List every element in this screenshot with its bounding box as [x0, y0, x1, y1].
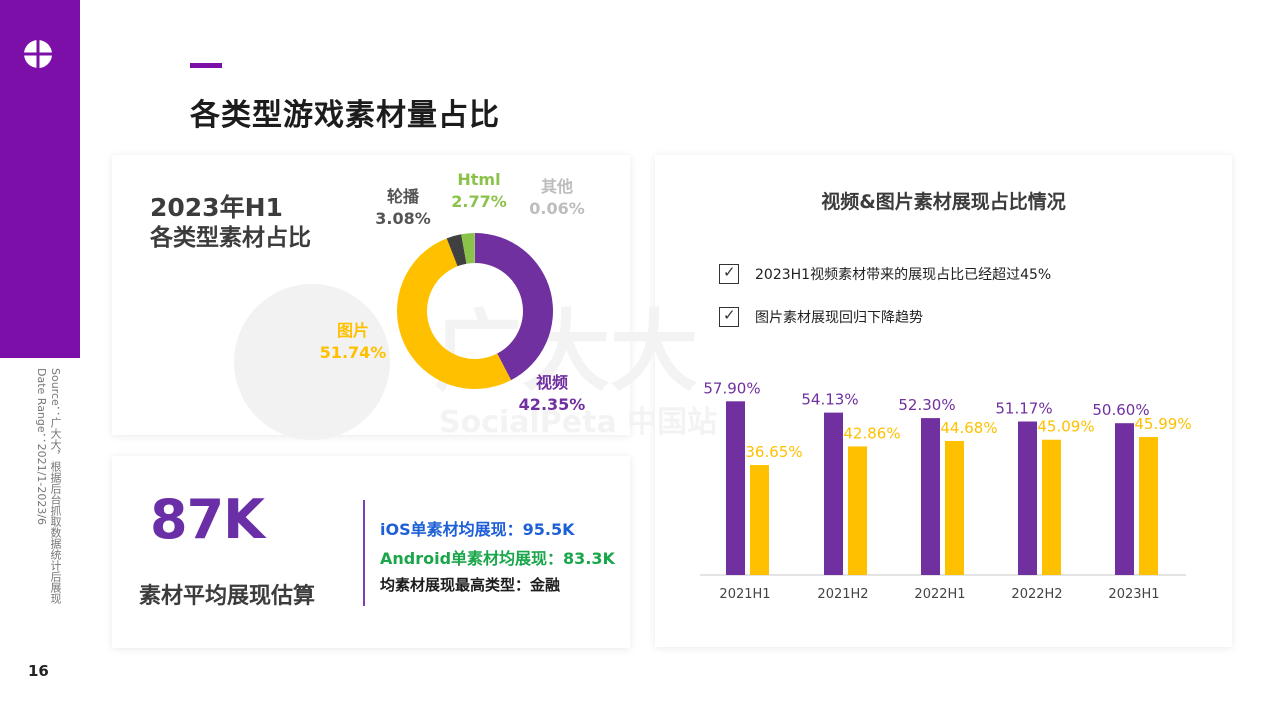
bar-value-label: 57.90%: [703, 379, 760, 397]
donut-heading-line2: 各类型素材占比: [150, 225, 311, 251]
bullet-row-2: ✓ 图片素材展现回归下降趋势: [719, 306, 923, 328]
bullet-text-2: 图片素材展现回归下降趋势: [755, 310, 923, 326]
x-tick-label: 2021H1: [719, 587, 770, 602]
kpi-divider: [363, 500, 365, 606]
bar-value-label: 45.09%: [1037, 418, 1094, 436]
donut-label-value: 3.08%: [375, 209, 431, 228]
checkbox-icon: ✓: [719, 306, 739, 327]
donut-label-name: 轮播: [386, 187, 419, 206]
bar-video-2022H2: [1018, 421, 1037, 575]
bullet-row-1: ✓ 2023H1视频素材带来的展现占比已经超过45%: [719, 263, 1051, 285]
bar-video-2023H1: [1115, 423, 1134, 575]
donut-label-name: 图片: [336, 321, 369, 340]
x-tick-label: 2021H2: [817, 587, 868, 602]
donut-slice-2: [446, 234, 467, 267]
bar-image-2022H1: [945, 440, 964, 575]
bar-image-2021H1: [750, 465, 769, 575]
bar-video-2021H2: [824, 412, 843, 575]
page-title: 各类型游戏素材量占比: [190, 98, 500, 133]
bar-value-label: 45.99%: [1134, 415, 1191, 433]
donut-label-value: 0.06%: [529, 199, 585, 218]
donut-slice-3: [461, 233, 475, 264]
donut-label-name: Html: [457, 170, 501, 189]
donut-label-value: 2.77%: [451, 192, 507, 211]
x-tick-label: 2023H1: [1108, 587, 1159, 602]
kpi-caption: 素材平均展现估算: [139, 584, 316, 609]
bar-image-2023H1: [1139, 437, 1158, 575]
donut-slice-0: [475, 233, 553, 381]
bar-video-2021H1: [726, 401, 745, 575]
bar-value-label: 42.86%: [843, 424, 900, 442]
donut-label-video: 视频 42.35%: [514, 372, 590, 416]
brand-logo-icon: [24, 40, 52, 68]
source-note: Source：广大大，根据后台抓取数据统计后展现 Date Range：2021…: [35, 368, 62, 604]
title-accent-bar: [190, 63, 222, 68]
donut-chart: [397, 233, 553, 389]
bar-chart-title: 视频&图片素材展现占比情况: [821, 191, 1066, 213]
bar-value-label: 50.60%: [1092, 401, 1149, 419]
bar-image-2021H2: [848, 446, 867, 575]
donut-label-image: 图片 51.74%: [318, 320, 388, 364]
bar-value-label: 51.17%: [995, 399, 1052, 417]
donut-label-name: 视频: [535, 373, 568, 392]
donut-label-name: 其他: [540, 177, 573, 196]
bar-value-label: 54.13%: [801, 391, 858, 409]
donut-label-carousel: 轮播 3.08%: [372, 186, 434, 230]
kpi-card: [112, 456, 630, 648]
page-number: 16: [28, 662, 49, 680]
bar-image-2022H2: [1042, 439, 1061, 575]
bullet-text-1: 2023H1视频素材带来的展现占比已经超过45%: [755, 267, 1052, 283]
donut-label-html: Html 2.77%: [446, 169, 512, 213]
bar-value-label: 44.68%: [940, 419, 997, 437]
kpi-big-value: 87K: [150, 488, 265, 551]
donut-label-other: 其他 0.06%: [524, 176, 590, 220]
donut-slice-1: [397, 238, 512, 389]
checkbox-icon: ✓: [719, 263, 739, 284]
donut-label-value: 51.74%: [319, 343, 387, 362]
donut-heading-line1: 2023年H1: [150, 193, 283, 222]
bar-value-label: 52.30%: [898, 396, 955, 414]
kpi-top-type-line: 均素材展现最高类型：金融: [380, 576, 561, 594]
x-tick-label: 2022H1: [914, 587, 965, 602]
x-tick-label: 2022H2: [1011, 587, 1062, 602]
kpi-ios-line: iOS单素材均展现：95.5K: [380, 520, 575, 539]
brand-sidebar: [0, 0, 80, 358]
donut-label-value: 42.35%: [518, 395, 586, 414]
kpi-android-line: Android单素材均展现：83.3K: [380, 549, 615, 568]
bar-video-2022H1: [921, 418, 940, 575]
bar-value-label: 36.65%: [745, 443, 802, 461]
